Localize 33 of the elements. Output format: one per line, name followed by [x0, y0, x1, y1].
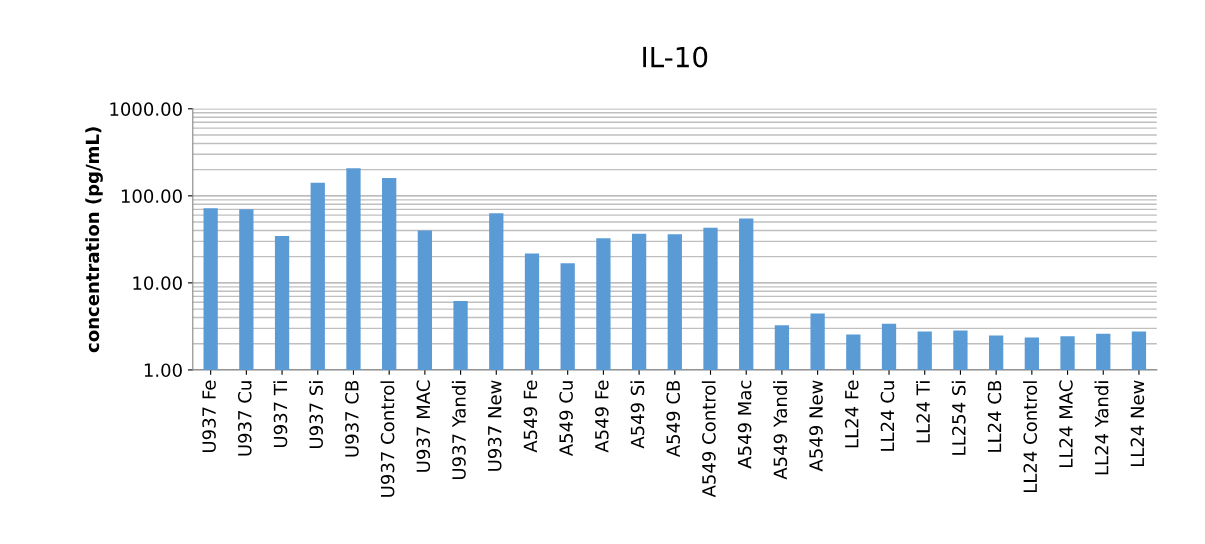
- x-tick-label: LL24 Yandi: [1094, 381, 1109, 475]
- x-tick-label: U937 MAC: [416, 380, 431, 472]
- y-axis-title: concentration (pg/mL): [85, 127, 103, 353]
- x-tick-label: LL24 Ti: [915, 381, 930, 443]
- x-tick-label: LL24 MAC: [1059, 380, 1073, 467]
- x-tick-label: A549 Si: [630, 381, 645, 449]
- x-tick-label: LL24 CB: [987, 380, 1002, 452]
- y-tick-label: 1000.00: [110, 102, 182, 116]
- x-tick-label: A549 Fe: [523, 380, 538, 453]
- x-tick-label: U937 Control: [380, 381, 395, 497]
- x-tick-label: LL24 Control: [1023, 381, 1038, 492]
- x-tick-label: A549 Yandi: [773, 381, 788, 480]
- x-tick-label: A549 Mac: [737, 380, 752, 469]
- x-tick-label: A549 Control: [701, 381, 716, 498]
- x-tick-label: LL24 New: [1130, 380, 1145, 467]
- x-tick-label: A549 New: [809, 380, 823, 472]
- x-tick-label: A549 Cu: [559, 381, 573, 457]
- x-tick-label: LL24 Fe: [844, 380, 859, 448]
- x-tick-label: U937 Ti: [273, 381, 288, 447]
- x-tick-label: A549 CB: [666, 380, 681, 458]
- chart-title: IL-10: [643, 46, 708, 68]
- x-tick-label: U937 Fe: [202, 380, 216, 452]
- x-tick-label: A549 Fe: [594, 380, 609, 453]
- x-tick-label: U937 Si: [309, 381, 323, 448]
- x-tick-label: U937 Cu: [237, 381, 252, 456]
- y-tick-label: 10.00: [133, 276, 182, 290]
- x-tick-label: LL254 Si: [951, 381, 966, 455]
- x-tick-label: U937 CB: [345, 380, 359, 457]
- x-tick-label: LL24 Cu: [880, 381, 895, 451]
- x-tick-label: U937 Yandi: [451, 381, 466, 480]
- y-tick-label: 1.00: [144, 363, 182, 378]
- x-tick-label: U937 New: [487, 380, 502, 471]
- y-tick-label: 100.00: [121, 189, 182, 203]
